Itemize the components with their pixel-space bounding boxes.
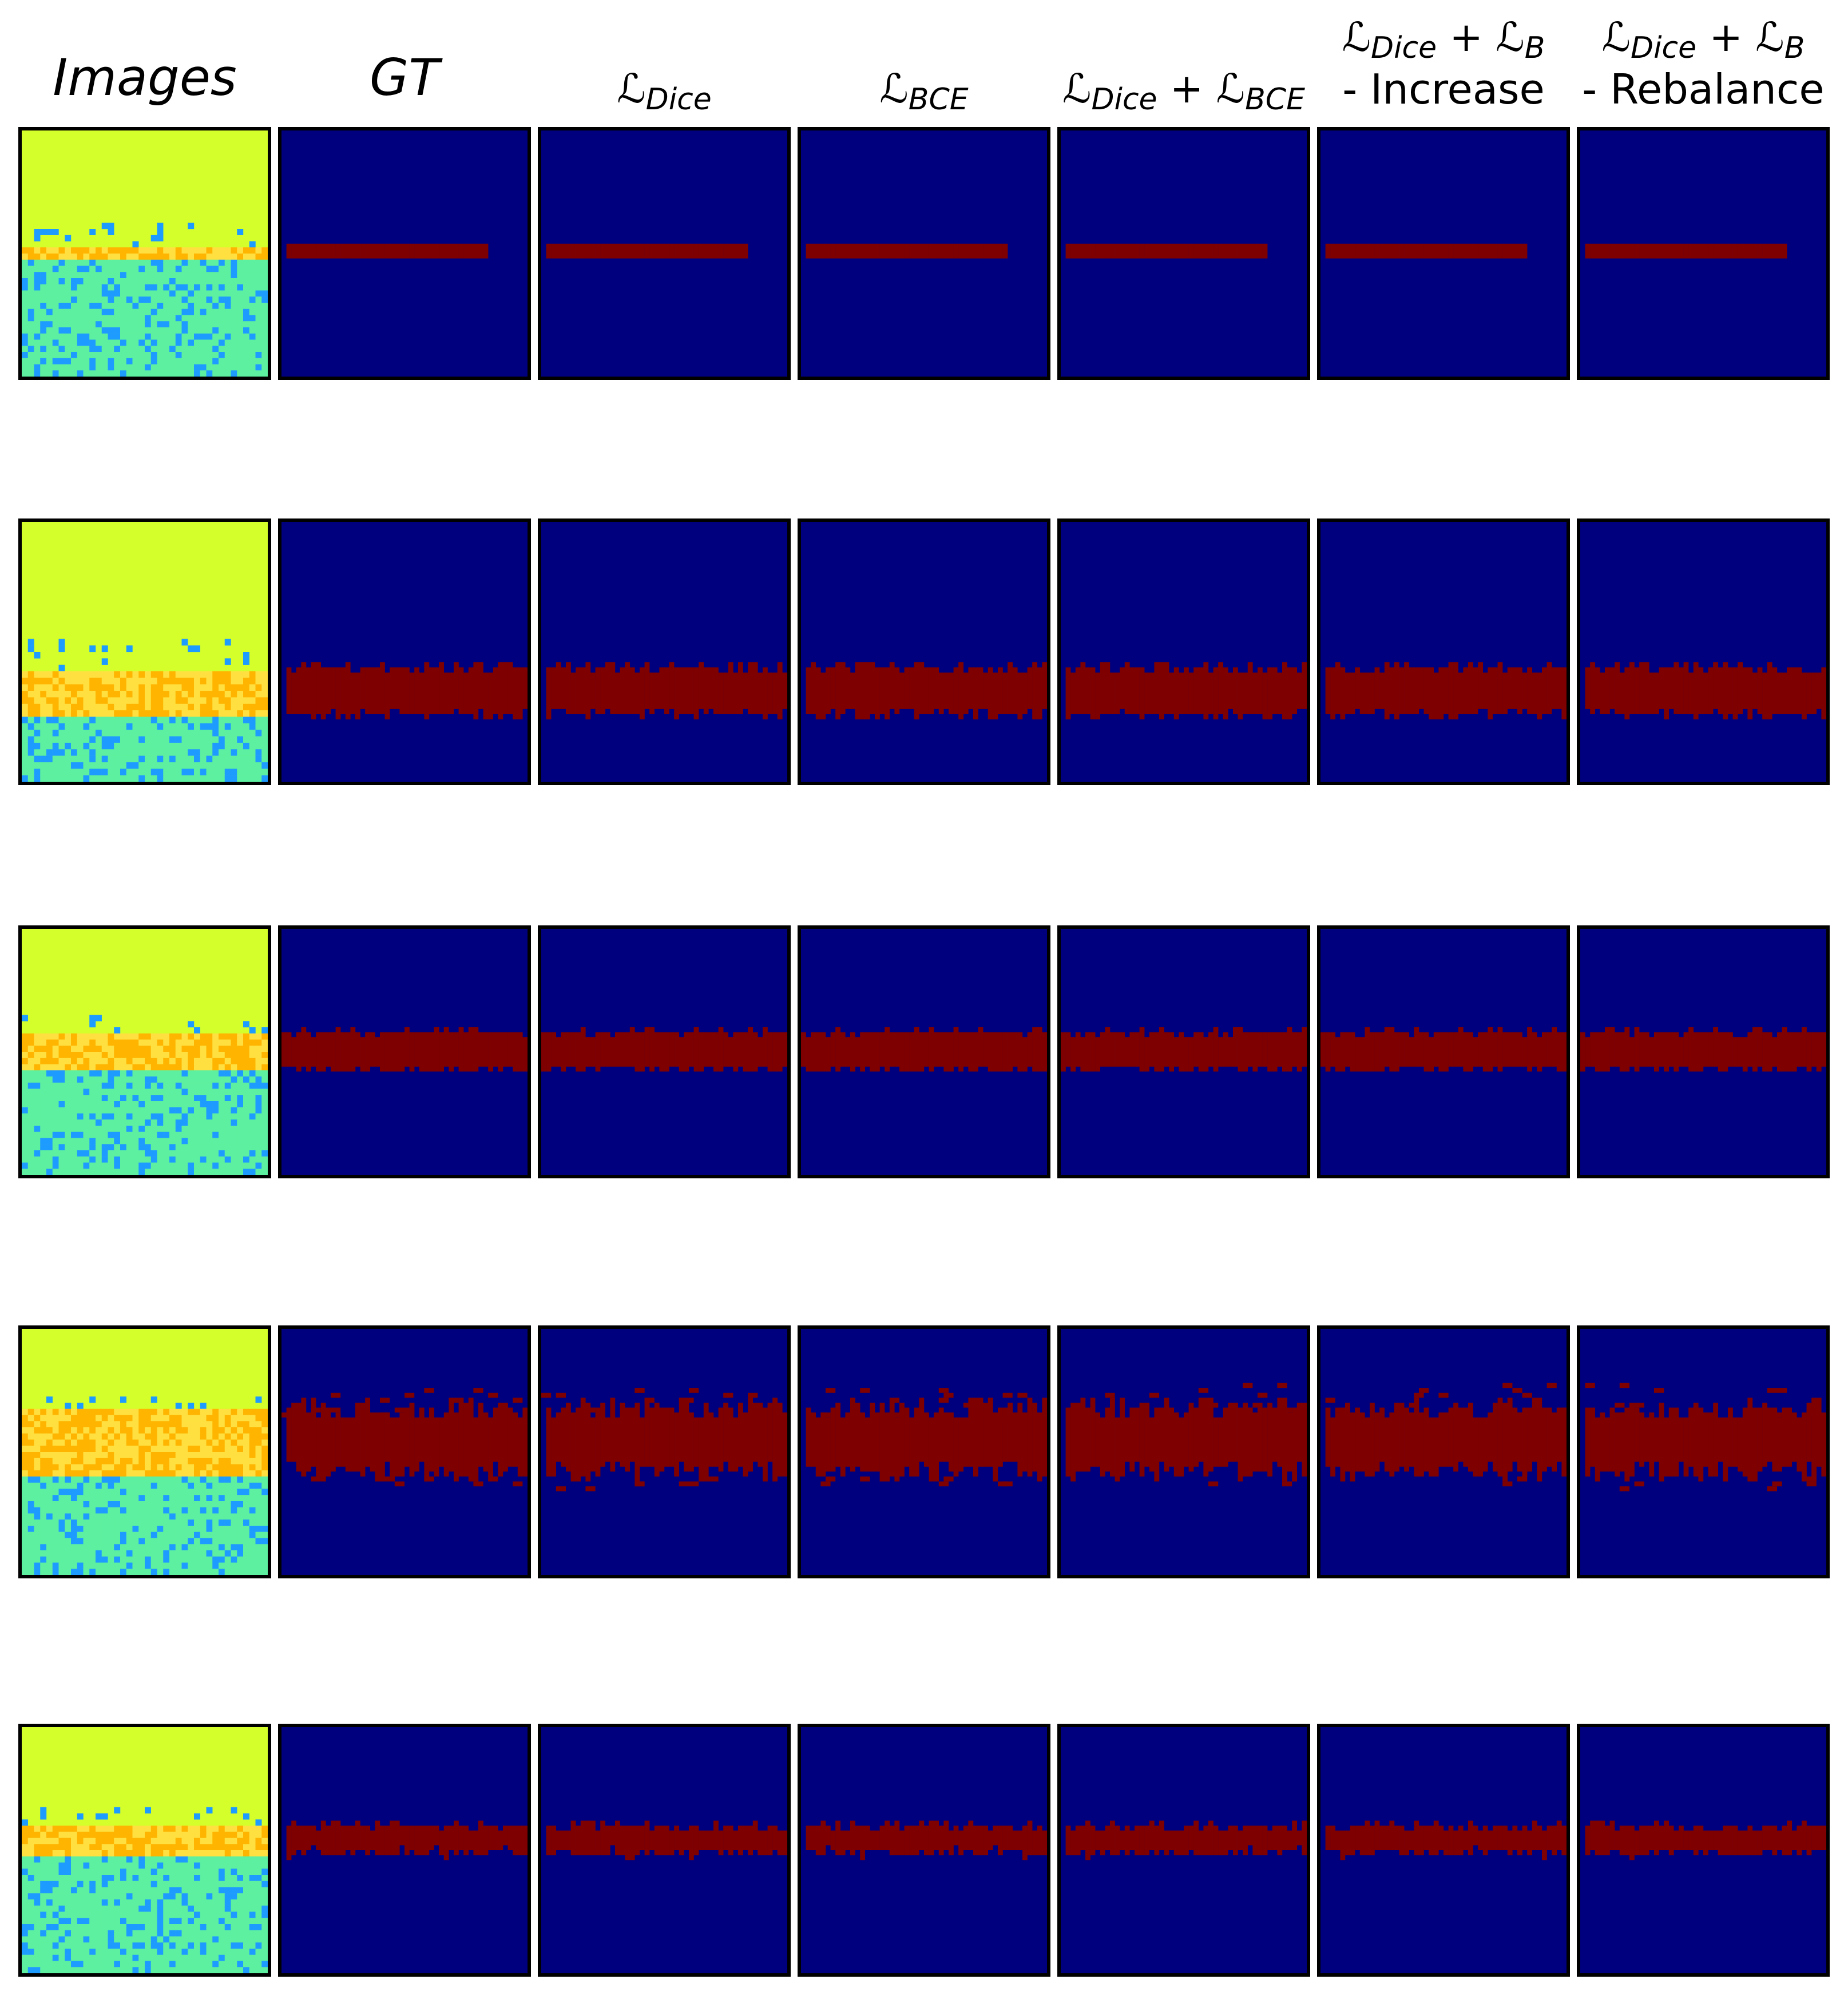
mask-image <box>281 522 528 782</box>
segmentation-mask-panel <box>538 127 791 380</box>
mask-image <box>541 1329 787 1575</box>
segmentation-mask-panel <box>798 1325 1050 1578</box>
mask-image <box>1320 1727 1567 1973</box>
heatmap-image <box>22 522 268 782</box>
column-header-label: Images <box>53 48 237 107</box>
loss-formula: ℒBCE <box>879 65 969 117</box>
segmentation-mask-panel <box>538 518 791 785</box>
heatmap-image <box>22 1329 268 1575</box>
segmentation-mask-panel <box>798 925 1050 1178</box>
mask-image <box>1320 130 1567 377</box>
mask-image <box>1061 522 1307 782</box>
segmentation-mask-panel <box>1317 518 1570 785</box>
segmentation-mask-panel <box>1577 1325 1830 1578</box>
segmentation-mask-panel <box>278 1724 531 1977</box>
mask-image <box>1580 522 1826 782</box>
segmentation-mask-panel <box>538 1325 791 1578</box>
segmentation-mask-panel <box>1317 127 1570 380</box>
mask-image <box>1061 929 1307 1175</box>
segmentation-mask-panel <box>1057 518 1310 785</box>
mask-image <box>541 130 787 377</box>
loss-formula: ℒDice + ℒB <box>1601 14 1805 65</box>
heatmap-image <box>22 1727 268 1973</box>
mask-image <box>281 130 528 377</box>
column-header-0: Images <box>18 53 271 103</box>
mask-image <box>801 929 1047 1175</box>
segmentation-mask-panel <box>1577 1724 1830 1977</box>
segmentation-mask-panel <box>1057 925 1310 1178</box>
segmentation-mask-panel <box>1057 127 1310 380</box>
loss-variant-label: - Increase <box>1342 65 1545 113</box>
segmentation-mask-panel <box>538 925 791 1178</box>
segmentation-mask-panel <box>278 518 531 785</box>
segmentation-mask-panel <box>1577 127 1830 380</box>
column-header-3: ℒBCE <box>798 69 1050 114</box>
loss-formula: ℒDice + ℒB <box>1342 14 1545 65</box>
input-image-panel <box>18 518 271 785</box>
loss-formula: ℒDice <box>617 65 712 117</box>
heatmap-image <box>22 929 268 1175</box>
mask-image <box>801 1329 1047 1575</box>
column-header-5: ℒDice + ℒB - Increase <box>1317 17 1570 110</box>
mask-image <box>281 929 528 1175</box>
input-image-panel <box>18 127 271 380</box>
loss-variant-label: - Rebalance <box>1582 65 1825 113</box>
input-image-panel <box>18 1325 271 1578</box>
segmentation-mask-panel <box>278 925 531 1178</box>
mask-image <box>541 522 787 782</box>
heatmap-image <box>22 130 268 377</box>
segmentation-mask-panel <box>1317 925 1570 1178</box>
mask-image <box>1580 130 1826 377</box>
mask-image <box>801 130 1047 377</box>
segmentation-mask-panel <box>278 1325 531 1578</box>
mask-image <box>1320 522 1567 782</box>
mask-image <box>1580 1329 1826 1575</box>
mask-image <box>801 522 1047 782</box>
segmentation-mask-panel <box>798 1724 1050 1977</box>
mask-image <box>1061 1329 1307 1575</box>
column-header-2: ℒDice <box>538 69 791 114</box>
mask-image <box>541 929 787 1175</box>
column-header-1: GT <box>278 53 531 103</box>
segmentation-mask-panel <box>1317 1724 1570 1977</box>
mask-image <box>281 1727 528 1973</box>
mask-image <box>1320 929 1567 1175</box>
segmentation-mask-panel <box>1057 1325 1310 1578</box>
segmentation-mask-panel <box>798 518 1050 785</box>
mask-image <box>1320 1329 1567 1575</box>
segmentation-mask-panel <box>538 1724 791 1977</box>
mask-image <box>1061 1727 1307 1973</box>
segmentation-mask-panel <box>1057 1724 1310 1977</box>
mask-image <box>281 1329 528 1575</box>
column-header-label: GT <box>370 48 439 107</box>
column-header-4: ℒDice + ℒBCE <box>1057 69 1310 114</box>
input-image-panel <box>18 1724 271 1977</box>
mask-image <box>801 1727 1047 1973</box>
segmentation-mask-panel <box>798 127 1050 380</box>
mask-image <box>541 1727 787 1973</box>
input-image-panel <box>18 925 271 1178</box>
segmentation-mask-panel <box>1577 925 1830 1178</box>
segmentation-mask-panel <box>1577 518 1830 785</box>
segmentation-mask-panel <box>278 127 531 380</box>
loss-formula: ℒDice + ℒBCE <box>1062 65 1305 117</box>
mask-image <box>1580 1727 1826 1973</box>
mask-image <box>1580 929 1826 1175</box>
mask-image <box>1061 130 1307 377</box>
segmentation-mask-panel <box>1317 1325 1570 1578</box>
column-header-6: ℒDice + ℒB - Rebalance <box>1577 17 1830 110</box>
